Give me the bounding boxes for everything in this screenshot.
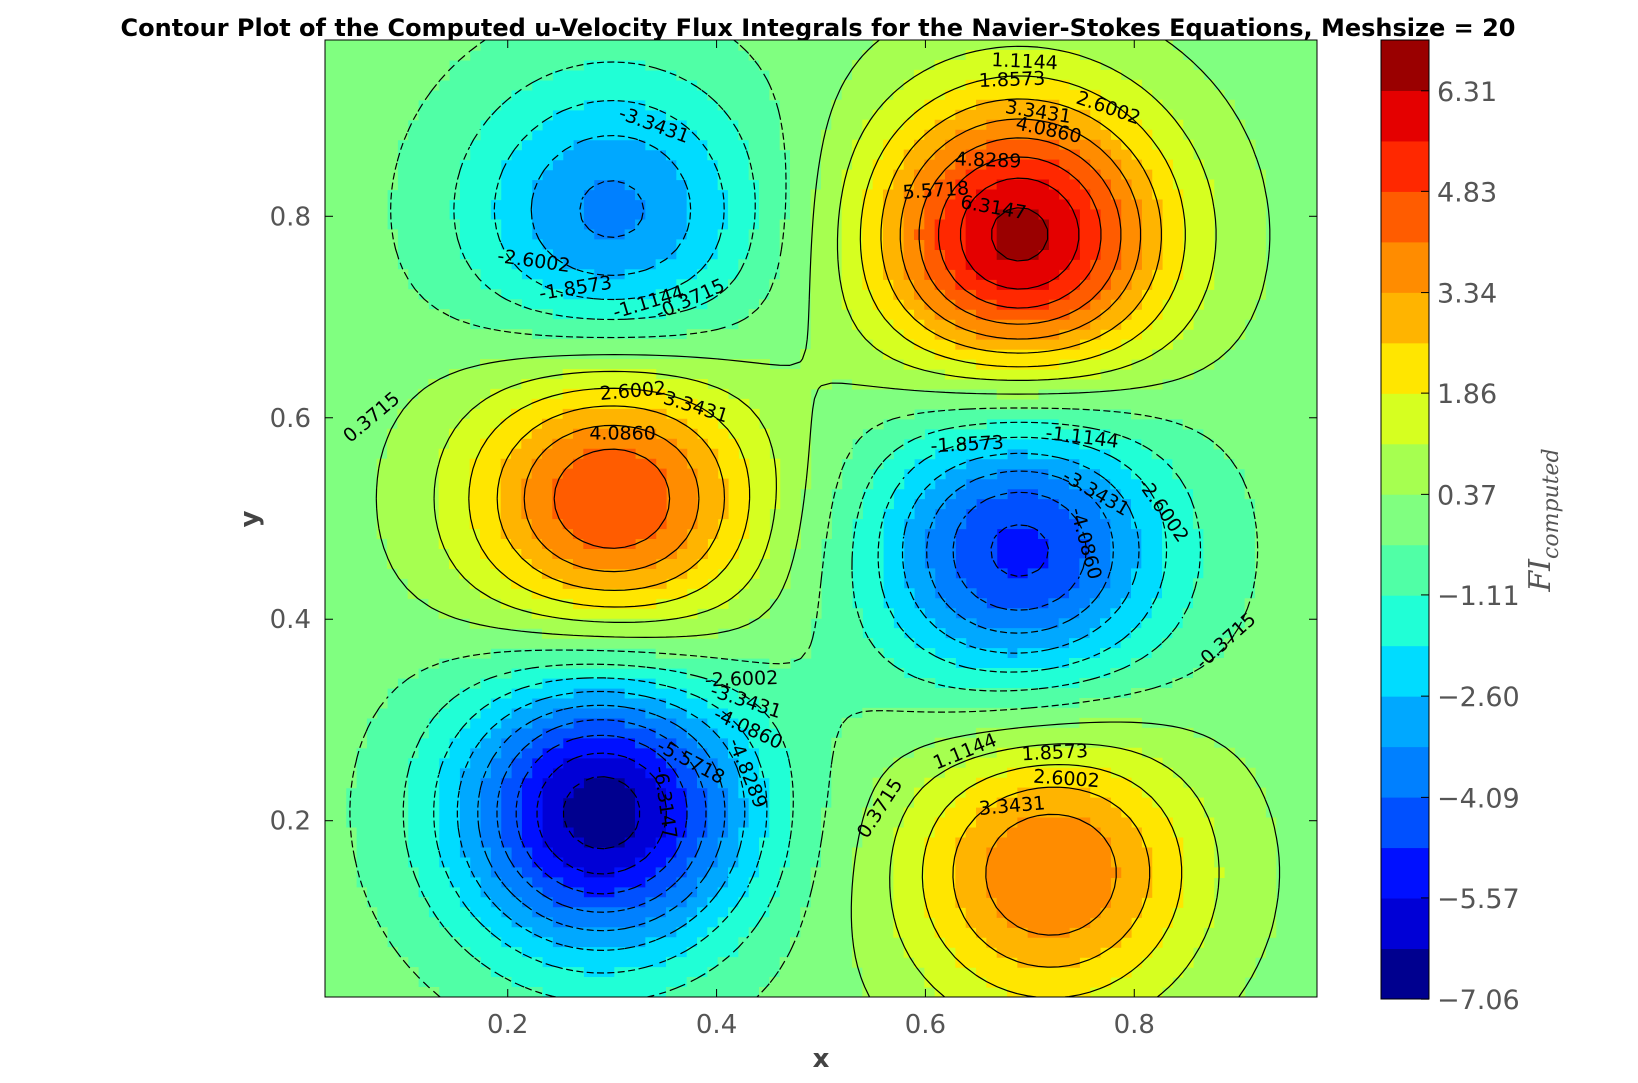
colorbar-label: FIcomputed [1523, 448, 1564, 592]
plot-frame [324, 39, 1318, 998]
colorbar-swatch-5 [1381, 696, 1429, 748]
y-tick-label: 0.4 [270, 605, 311, 635]
contour-line-2 [515, 524, 1050, 895]
contour-label-17: -1.8573 [930, 432, 1004, 458]
colorbar-swatch-17 [1381, 90, 1429, 142]
contour-band-6 [438, 99, 1163, 978]
contour-band-8 [345, 40, 1256, 997]
y-tick-label: 0.8 [270, 202, 311, 232]
colorbar-tick-label: 4.83 [1437, 177, 1497, 208]
colorbar-tick-label: 1.86 [1437, 379, 1497, 410]
y-axis-ticks: 0.2 0.4 0.6 0.8 [270, 202, 1317, 837]
contour-band-18 [996, 209, 1049, 260]
contour-label-5: 1.1144 [991, 49, 1059, 74]
contour-line-3 [496, 491, 1087, 913]
colorbar-tick-label: 6.31 [1437, 77, 1497, 108]
contour-line-14 [553, 137, 1122, 549]
colorbar-swatch-7 [1381, 595, 1429, 647]
colorbar-swatch-10 [1381, 443, 1429, 495]
colorbar-swatch-15 [1381, 191, 1429, 243]
y-axis-label: y [235, 510, 265, 527]
contour-line-9 [375, 40, 1281, 997]
colorbar-label-base: FI [1523, 558, 1558, 593]
colorbar-tick-label: −2.60 [1437, 682, 1520, 713]
colorbar-swatch-16 [1381, 140, 1429, 192]
colorbar-swatch-11 [1381, 393, 1429, 445]
contour-line-1 [536, 752, 667, 875]
contour-line-10 [433, 45, 1220, 997]
colorbar-swatch-0 [1381, 948, 1429, 1000]
contour-band-0 [562, 777, 636, 849]
x-tick-label: 0.2 [487, 1010, 528, 1040]
contour-line-0 [562, 776, 641, 850]
contour-line-15 [938, 156, 1102, 309]
colorbar-swatch-3 [1381, 797, 1429, 849]
contour-band-17 [965, 179, 1080, 290]
colorbar-tick-label: −4.09 [1437, 783, 1520, 814]
contour-label-31: 1.8573 [1021, 740, 1089, 765]
colorbar-swatch-14 [1381, 241, 1429, 293]
contour-label-32: 2.6002 [1033, 766, 1101, 793]
colorbar-swatch-4 [1381, 746, 1429, 798]
colorbar-tick-label: −7.06 [1437, 985, 1520, 1016]
colorbar-tick-label: 0.37 [1437, 480, 1497, 511]
contour-band-15 [552, 139, 1122, 550]
colorbar-swatch-9 [1381, 494, 1429, 546]
contour-line-5 [456, 134, 1140, 951]
contour-label-23: -2.6002 [705, 667, 779, 692]
colorbar-tick-label: −1.11 [1437, 581, 1520, 612]
x-tick-label: 0.4 [696, 1010, 737, 1040]
colorbar-swatch-13 [1381, 292, 1429, 344]
colorbar-swatch-12 [1381, 342, 1429, 394]
contour-band-7 [407, 59, 1204, 997]
x-axis-ticks: 0.2 0.4 0.6 0.8 [487, 40, 1155, 1040]
colorbar-tick-label: −5.57 [1437, 884, 1520, 915]
y-tick-label: 0.6 [270, 404, 311, 434]
contour-line-12 [496, 98, 1162, 968]
contour-label-10: 4.8289 [955, 148, 1022, 172]
contour-line-11 [468, 75, 1186, 997]
contour-line-17 [991, 207, 1049, 262]
contour-band-14 [521, 119, 1142, 938]
contour-line-13 [523, 118, 1142, 936]
contour-label-16: 4.0860 [589, 422, 655, 444]
colorbar-label-sub: computed [1539, 448, 1564, 559]
colorbar: −7.06 −5.57 −4.09 −2.60 −1.11 0.37 1.86 3.34 4.8… [1380, 39, 1520, 1016]
chart-title: Contour Plot of the Computed u-Velocity … [121, 14, 1516, 42]
colorbar-swatch-2 [1381, 847, 1429, 899]
contour-label-11: 5.5718 [902, 177, 970, 204]
y-tick-label: 0.2 [270, 807, 311, 837]
plot-area: -3.3431-2.6002-1.8573-1.1144-0.37151.114… [270, 39, 1318, 1040]
contour-label-6: 1.8573 [978, 68, 1045, 92]
colorbar-tick-label: 3.34 [1437, 279, 1497, 310]
colorbar-swatch-1 [1381, 898, 1429, 950]
colorbar-swatch-8 [1381, 544, 1429, 596]
colorbar-swatch-18 [1381, 40, 1429, 91]
contour-line-8 [349, 40, 1259, 997]
contour-line-16 [959, 177, 1080, 290]
colorbar-frame [1380, 39, 1430, 1000]
x-tick-label: 0.8 [1114, 1010, 1155, 1040]
contour-band-9 [325, 40, 1317, 997]
contour-line-4 [477, 180, 1115, 932]
contour-lines [349, 40, 1281, 997]
contour-line-6 [433, 99, 1168, 974]
colorbar-swatch-6 [1381, 645, 1429, 697]
x-tick-label: 0.6 [905, 1010, 946, 1040]
x-axis-label: x [813, 1044, 830, 1074]
contour-band-11 [438, 49, 1225, 997]
contour-line-7 [402, 61, 1202, 997]
